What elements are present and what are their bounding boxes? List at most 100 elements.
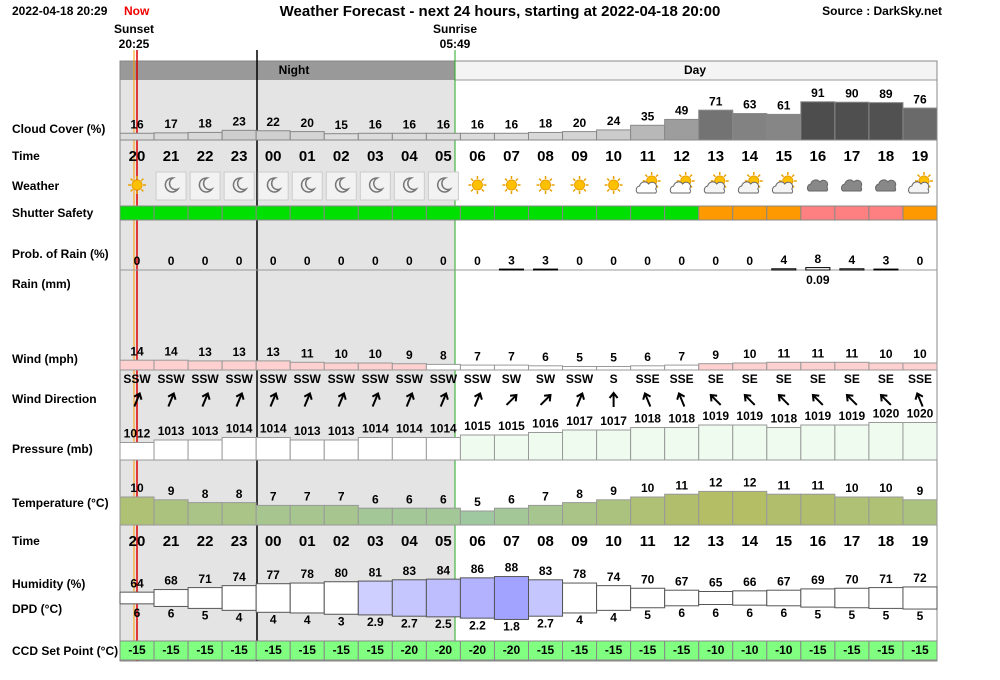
pressure-bar [459, 434, 495, 461]
cell-value: 1014 [226, 422, 253, 436]
wind-bar [902, 362, 938, 371]
weather-icon [771, 172, 797, 194]
cell-value: 23 [231, 148, 248, 165]
arrow [167, 392, 177, 407]
moon [232, 177, 249, 193]
cell-value: 1013 [158, 424, 185, 438]
humidity-bar [493, 576, 530, 620]
pressure-bar [868, 422, 904, 461]
sun-ray [606, 178, 610, 182]
cell-value: 76 [913, 92, 927, 106]
weather-icon [669, 172, 695, 194]
icon-box [257, 171, 289, 201]
cloud-bar [596, 129, 632, 141]
cell-value: 0 [338, 254, 345, 268]
temp-bar [902, 499, 938, 526]
cell-value: 35 [641, 109, 655, 123]
cell-value: 13 [198, 345, 212, 359]
wind-bar [323, 362, 359, 371]
cell-value: 86 [471, 562, 485, 576]
cloud-bar [187, 131, 223, 141]
cell-value: 0 [406, 254, 413, 268]
pressure-bar [800, 424, 836, 461]
cell-value: 10 [845, 481, 859, 495]
cell-value: 0 [746, 254, 753, 268]
cell-value: -15 [162, 643, 180, 657]
cell-value: 13 [267, 345, 281, 359]
shutter-cell [664, 205, 700, 221]
ccd-cell [902, 640, 938, 661]
cell-value: 10 [369, 347, 383, 361]
cell-value: 18 [198, 117, 212, 131]
temp-bar [528, 504, 564, 526]
wind-arrow [608, 391, 619, 407]
cell-value: 16 [810, 533, 827, 550]
cell-value: 0 [917, 254, 924, 268]
shutter-cell [528, 205, 564, 221]
temp-bar [255, 504, 291, 526]
cell-value: 1019 [702, 409, 729, 423]
wind-bar [698, 363, 734, 371]
cell-value: 14 [741, 533, 758, 550]
arrow [473, 392, 483, 407]
pressure-bar [255, 437, 291, 461]
cell-value: -20 [401, 643, 419, 657]
row-label: Temperature (°C) [12, 496, 109, 510]
cell-value: 68 [164, 574, 178, 588]
cell-value: 20 [129, 533, 146, 550]
shutter-cell [425, 205, 461, 221]
cell-value: SSW [294, 372, 322, 386]
pressure-bar [664, 427, 700, 461]
cell-value: 8 [576, 487, 583, 501]
pressure-bar [562, 429, 598, 461]
pressure-bar [425, 437, 461, 461]
cell-value: 49 [675, 104, 689, 118]
cell-value: 8 [236, 487, 243, 501]
wind-bar [187, 360, 223, 371]
cell-value: 11 [777, 478, 790, 492]
shutter-cell [766, 205, 802, 221]
cell-value: 0 [610, 254, 617, 268]
cell-value: SSW [430, 372, 458, 386]
arrow [405, 392, 415, 407]
row-label: Humidity (%) [12, 577, 85, 591]
sun-ray [791, 174, 795, 178]
sunset-label: Sunset [114, 22, 154, 36]
cell-value: 17 [844, 148, 861, 165]
sun-ray [515, 188, 519, 192]
cloud [841, 179, 863, 192]
cell-value: 1019 [805, 409, 832, 423]
arrow [676, 392, 686, 407]
sun-ray [538, 178, 542, 182]
humidity-bar [221, 585, 257, 611]
cell-value: 02 [333, 148, 350, 165]
shutter-cell [868, 205, 904, 221]
humidity-bar [357, 580, 393, 616]
cell-value: 1018 [770, 412, 797, 426]
humidity-bar [119, 591, 155, 605]
sunset-time: 20:25 [119, 37, 150, 51]
cell-value: -20 [435, 643, 453, 657]
pressure-bar [630, 427, 666, 461]
cell-value: 3 [542, 253, 549, 267]
cell-value: 89 [879, 87, 893, 101]
arrow [777, 393, 790, 406]
cell-value: 1019 [839, 409, 866, 423]
sun [131, 179, 143, 191]
shutter-cell [493, 205, 530, 221]
humidity-bar [391, 579, 427, 617]
cell-value: 4 [610, 611, 617, 625]
sun-ray [549, 188, 553, 192]
pressure-bar [221, 437, 257, 461]
cell-value: 0 [202, 254, 209, 268]
cell-value: 3 [338, 614, 345, 628]
cloud-bar [528, 131, 564, 141]
wind-bar [493, 364, 530, 371]
sun-ray [644, 174, 648, 178]
sun-ray [130, 188, 134, 192]
cell-value: -20 [469, 643, 487, 657]
cell-value: 7 [508, 349, 515, 363]
cloud-bar [255, 130, 291, 141]
pressure-bar [834, 424, 870, 461]
